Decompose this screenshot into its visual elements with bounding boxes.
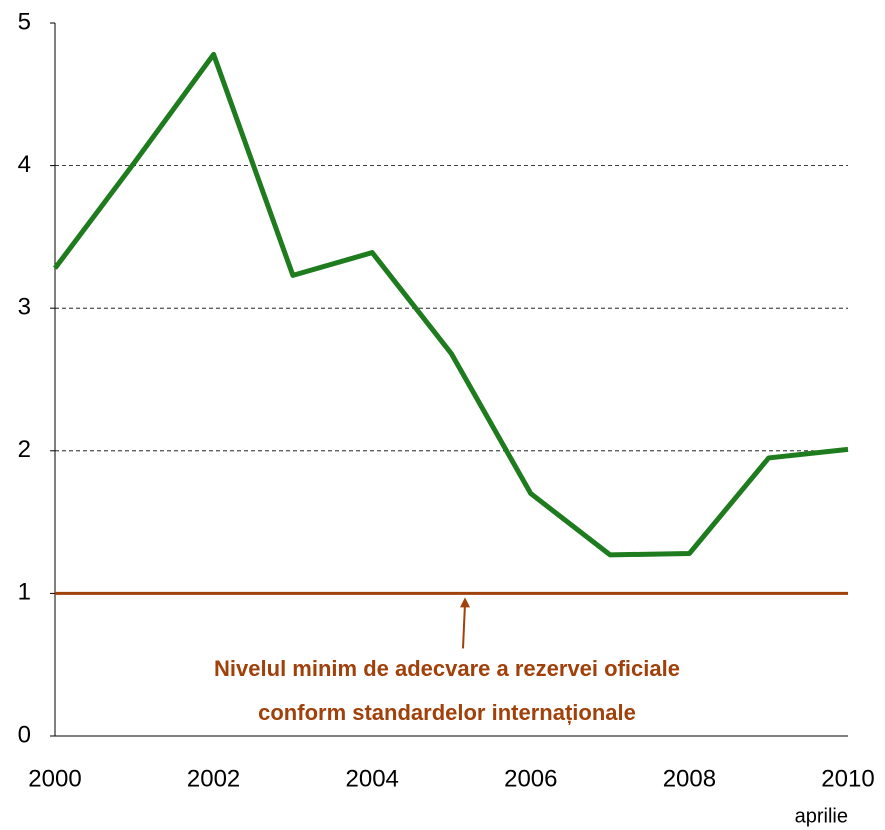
annotation-arrow xyxy=(462,603,466,649)
annotation: Nivelul minim de adecvare a rezervei ofi… xyxy=(214,656,680,681)
annotation: conform standardelor internaționale xyxy=(258,700,636,725)
y-tick-label: 3 xyxy=(18,294,31,321)
x-tick-label: 2010 xyxy=(821,765,874,792)
y-tick-label: 2 xyxy=(18,436,31,463)
x-tick-label: 2008 xyxy=(663,765,716,792)
y-tick-label: 4 xyxy=(18,151,31,178)
arrow-head xyxy=(460,597,470,608)
y-tick-label: 1 xyxy=(18,579,31,606)
line-series xyxy=(53,51,849,558)
x-tick-label: 2000 xyxy=(28,765,81,792)
y-tick-label: 5 xyxy=(18,8,31,35)
x-tick-label: 2004 xyxy=(346,765,399,792)
x-note: aprilie xyxy=(795,805,848,827)
x-tick-label: 2002 xyxy=(187,765,240,792)
y-tick-label: 0 xyxy=(18,721,31,748)
x-tick-label: 2006 xyxy=(504,765,557,792)
